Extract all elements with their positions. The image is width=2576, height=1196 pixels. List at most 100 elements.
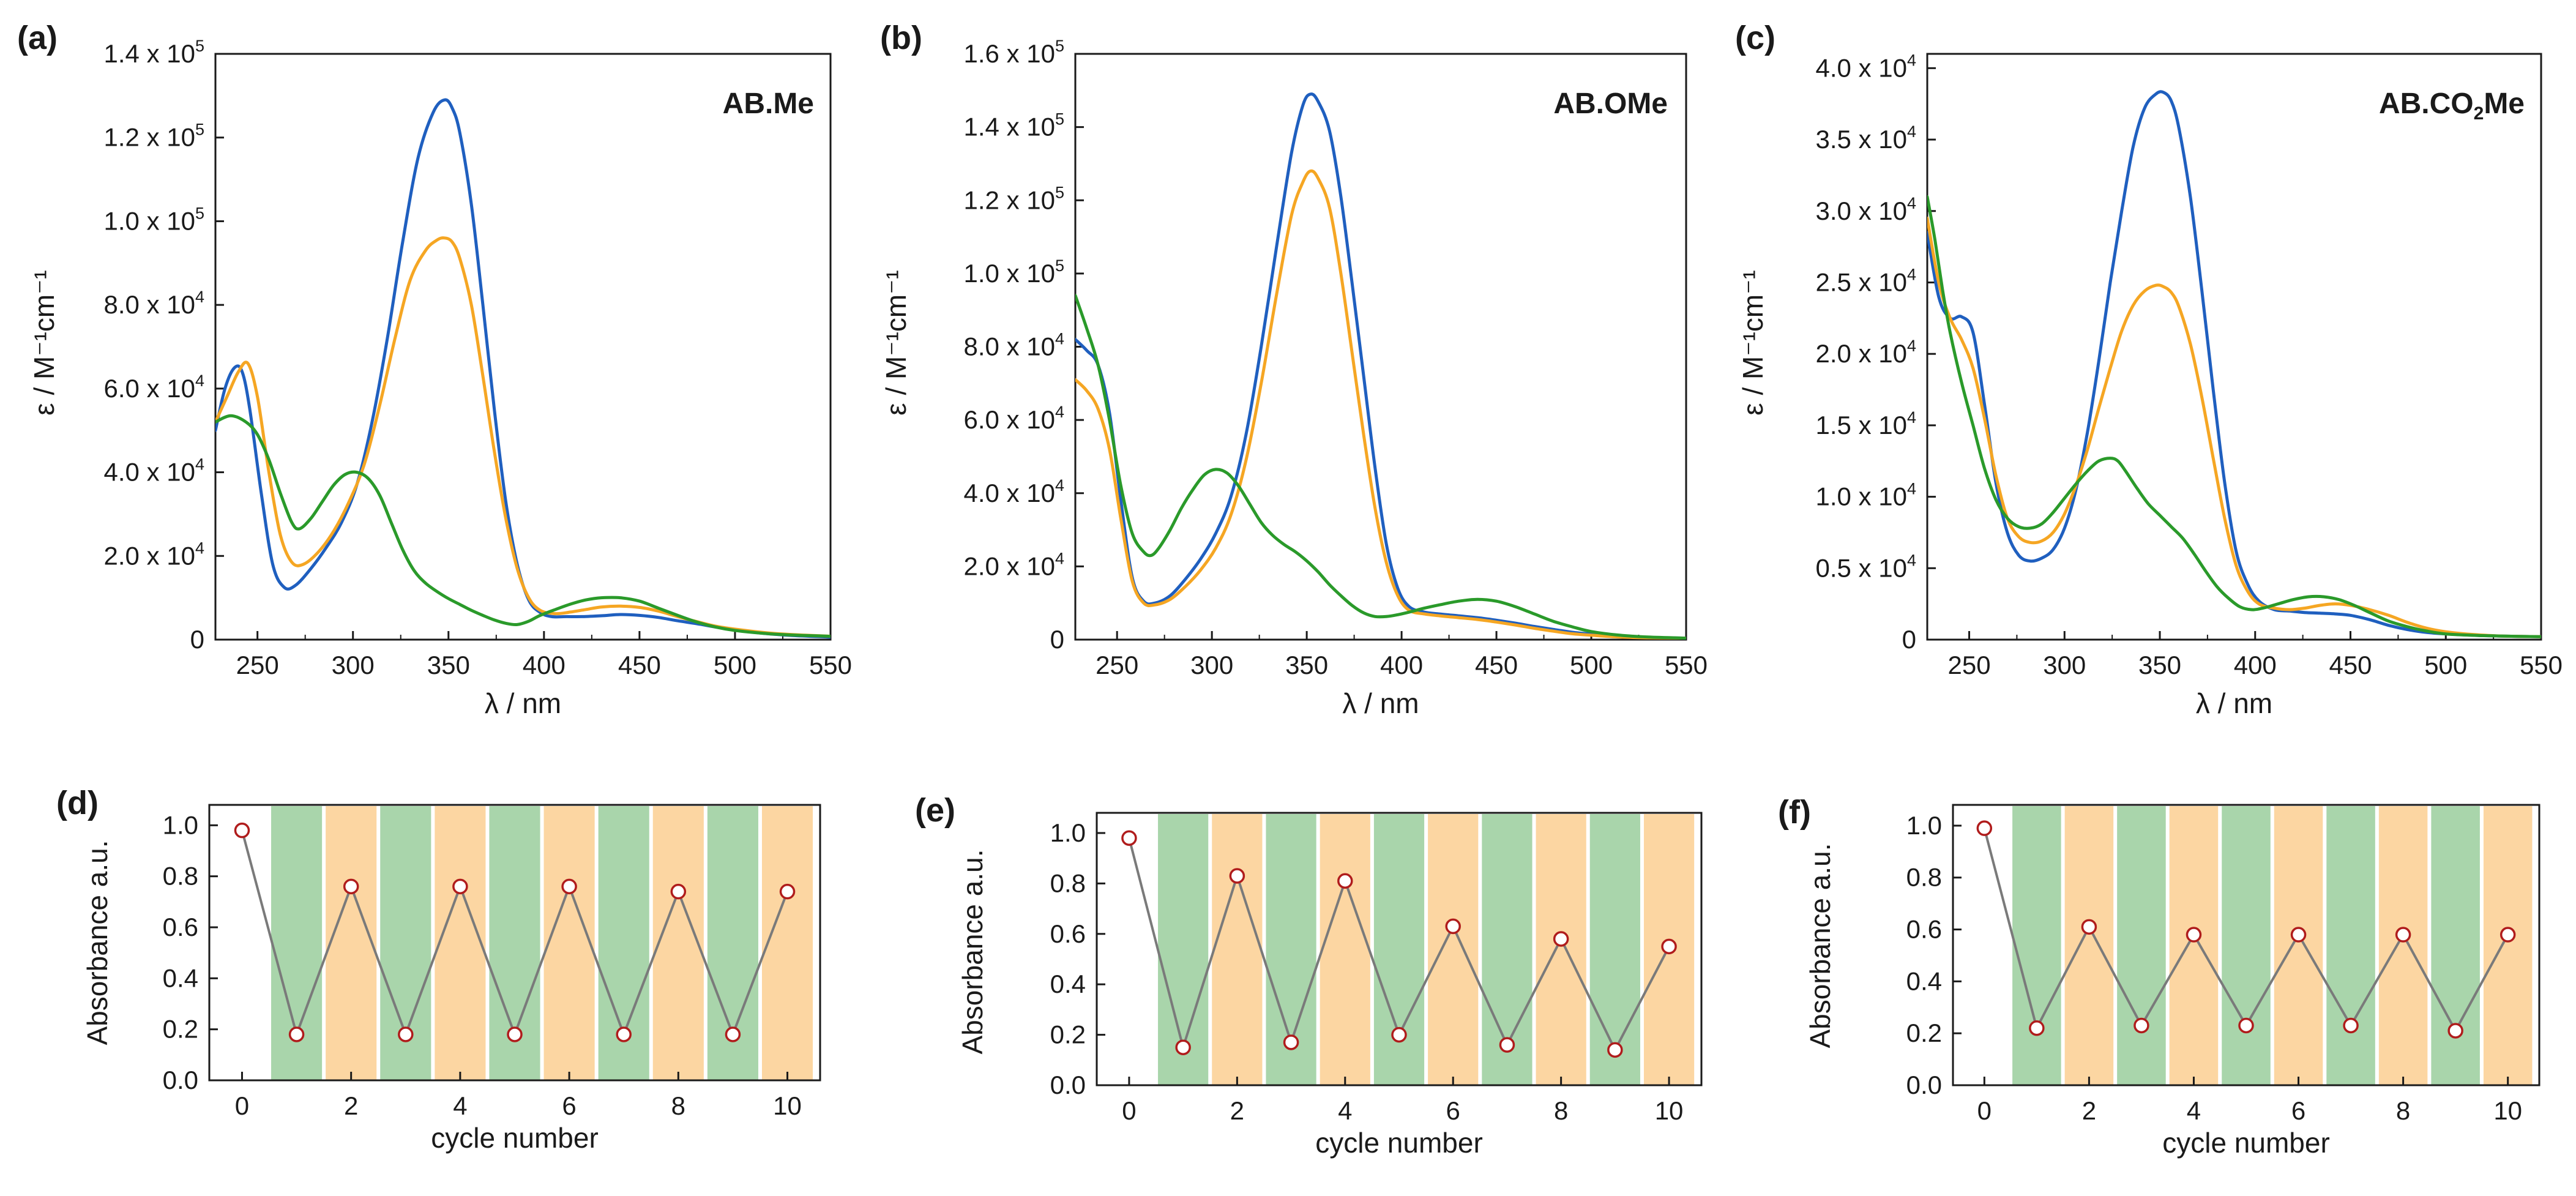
data-point-4: [452, 878, 468, 895]
x-tick-label: 550: [1665, 651, 1708, 679]
x-tick-label: 500: [1570, 651, 1613, 679]
y-tick-label: 1.4 x 105: [104, 37, 204, 68]
y-tick-mantissa: 0: [1902, 625, 1916, 654]
y-tick-exponent: 4: [1055, 476, 1064, 495]
markers: [1976, 820, 2516, 1039]
y-tick-label: 1.2 x 105: [964, 183, 1064, 214]
x-tick-label: 450: [618, 651, 661, 679]
y-axis-title: ε / M⁻¹cm⁻¹: [880, 270, 912, 416]
x-tick-label: 450: [2329, 651, 2372, 679]
y-tick-mantissa: 2.5 x 10: [1816, 267, 1907, 296]
series-line-green: [1927, 195, 2541, 638]
data-point-3: [398, 1026, 414, 1042]
data-point-2: [1229, 868, 1245, 884]
y-tick-label: 0.4: [1906, 966, 1942, 995]
y-tick-mantissa: 4.0 x 10: [964, 479, 1055, 507]
y-tick-mantissa: 1.6 x 10: [964, 39, 1055, 68]
data-point-6: [2290, 927, 2307, 943]
x-tick-label: 400: [523, 651, 566, 679]
y-tick-exponent: 4: [1907, 408, 1916, 427]
compound-title-end: Me: [2484, 88, 2525, 120]
data-point-10: [779, 883, 796, 900]
data-point-7: [1499, 1037, 1515, 1053]
x-tick-label: 500: [714, 651, 756, 679]
y-tick-label: 1.0 x 104: [1816, 480, 1916, 511]
y-axis: 0.0 0.2 0.4 0.6 0.8 1.0: [1050, 818, 1105, 1099]
data-point-8: [2395, 927, 2411, 943]
x-tick-label: 550: [809, 651, 852, 679]
cycle-band-10: [2483, 806, 2533, 1085]
y-tick-label: 2.0 x 104: [964, 549, 1064, 580]
x-tick-label: 6: [2291, 1096, 2305, 1125]
y-tick-exponent: 4: [1907, 194, 1916, 212]
y-tick-exponent: 4: [1907, 122, 1916, 141]
series-line-green: [1075, 294, 1686, 640]
data-point-3: [2134, 1017, 2149, 1034]
y-tick-exponent: 4: [1907, 337, 1916, 355]
y-tick-label: 0: [1902, 625, 1916, 654]
y-tick-exponent: 5: [1055, 110, 1064, 129]
y-axis-title: ε / M⁻¹cm⁻¹: [28, 270, 60, 416]
x-tick-label: 500: [2424, 651, 2467, 679]
x-tick-label: 4: [2187, 1096, 2201, 1125]
y-tick-label: 0.6: [1906, 915, 1942, 944]
y-axis: 0.0 0.2 0.4 0.6 0.8 1.0: [1906, 811, 1962, 1099]
x-tick-label: 10: [1655, 1096, 1684, 1125]
y-tick-mantissa: 1.0 x 10: [964, 259, 1055, 288]
axes-frame: [1926, 53, 2542, 641]
data-point-0: [1121, 830, 1137, 846]
y-tick-mantissa: 8.0 x 10: [104, 290, 195, 319]
panel-label: (c): [1735, 20, 1775, 56]
y-tick-label: 0.2: [163, 1015, 198, 1044]
cycle-band-6: [1428, 814, 1479, 1085]
x-tick-label: 2: [2082, 1096, 2096, 1125]
cycle-band-2: [2064, 806, 2114, 1085]
y-tick-label: 0.0: [1050, 1071, 1086, 1099]
x-axis: 0 2 4 6 8 10: [1977, 1077, 2522, 1125]
y-tick-label: 1.5 x 104: [1816, 408, 1916, 439]
cycle-band-1: [2012, 806, 2061, 1085]
y-tick-mantissa: 6.0 x 10: [964, 405, 1055, 434]
y-tick-mantissa: 0: [190, 625, 204, 654]
y-tick-label: 0.2: [1050, 1020, 1086, 1049]
y-tick-mantissa: 3.5 x 10: [1816, 125, 1907, 154]
y-tick-mantissa: 1.0 x 10: [1816, 482, 1907, 511]
x-tick-label: 0: [1977, 1096, 1992, 1125]
series-line-blue: [215, 98, 831, 639]
x-tick-label: 350: [427, 651, 470, 679]
y-tick-exponent: 4: [1907, 51, 1916, 69]
panel-label: (a): [17, 20, 58, 56]
y-tick-exponent: 5: [195, 37, 204, 55]
axes-frame: [208, 804, 821, 1082]
y-tick-exponent: 4: [195, 288, 204, 306]
y-tick-mantissa: 1.4 x 10: [104, 39, 195, 68]
y-tick-exponent: 4: [1055, 330, 1064, 348]
data-point-1: [288, 1026, 305, 1042]
x-axis-title: cycle number: [2162, 1127, 2330, 1159]
cycle-band-9: [2431, 806, 2480, 1085]
y-tick-label: 0.5 x 104: [1816, 551, 1916, 582]
data-point-5: [2238, 1017, 2254, 1034]
cycle-band-2: [326, 806, 377, 1080]
y-tick-exponent: 4: [1055, 549, 1064, 567]
y-tick-label: 2.0 x 104: [1816, 337, 1916, 368]
data-point-4: [1337, 873, 1353, 889]
y-axis-title: ε / M⁻¹cm⁻¹: [1737, 270, 1769, 416]
data-point-10: [2499, 927, 2516, 943]
y-tick-exponent: 4: [195, 372, 204, 390]
y-tick-exponent: 5: [1055, 183, 1064, 201]
axes-frame: [214, 53, 832, 641]
cycle-band-5: [2222, 806, 2271, 1085]
axes-frame: [1096, 812, 1703, 1086]
y-tick-label: 0.0: [1906, 1071, 1942, 1099]
x-tick-label: 550: [2520, 651, 2563, 679]
x-tick-label: 8: [2396, 1096, 2410, 1125]
y-tick-label: 1.0 x 105: [964, 256, 1064, 288]
x-axis-title: λ / nm: [485, 687, 561, 719]
x-tick-label: 0: [235, 1091, 249, 1120]
y-axis-title: Absorbance a.u.: [81, 840, 113, 1045]
data-point-6: [1445, 918, 1461, 935]
